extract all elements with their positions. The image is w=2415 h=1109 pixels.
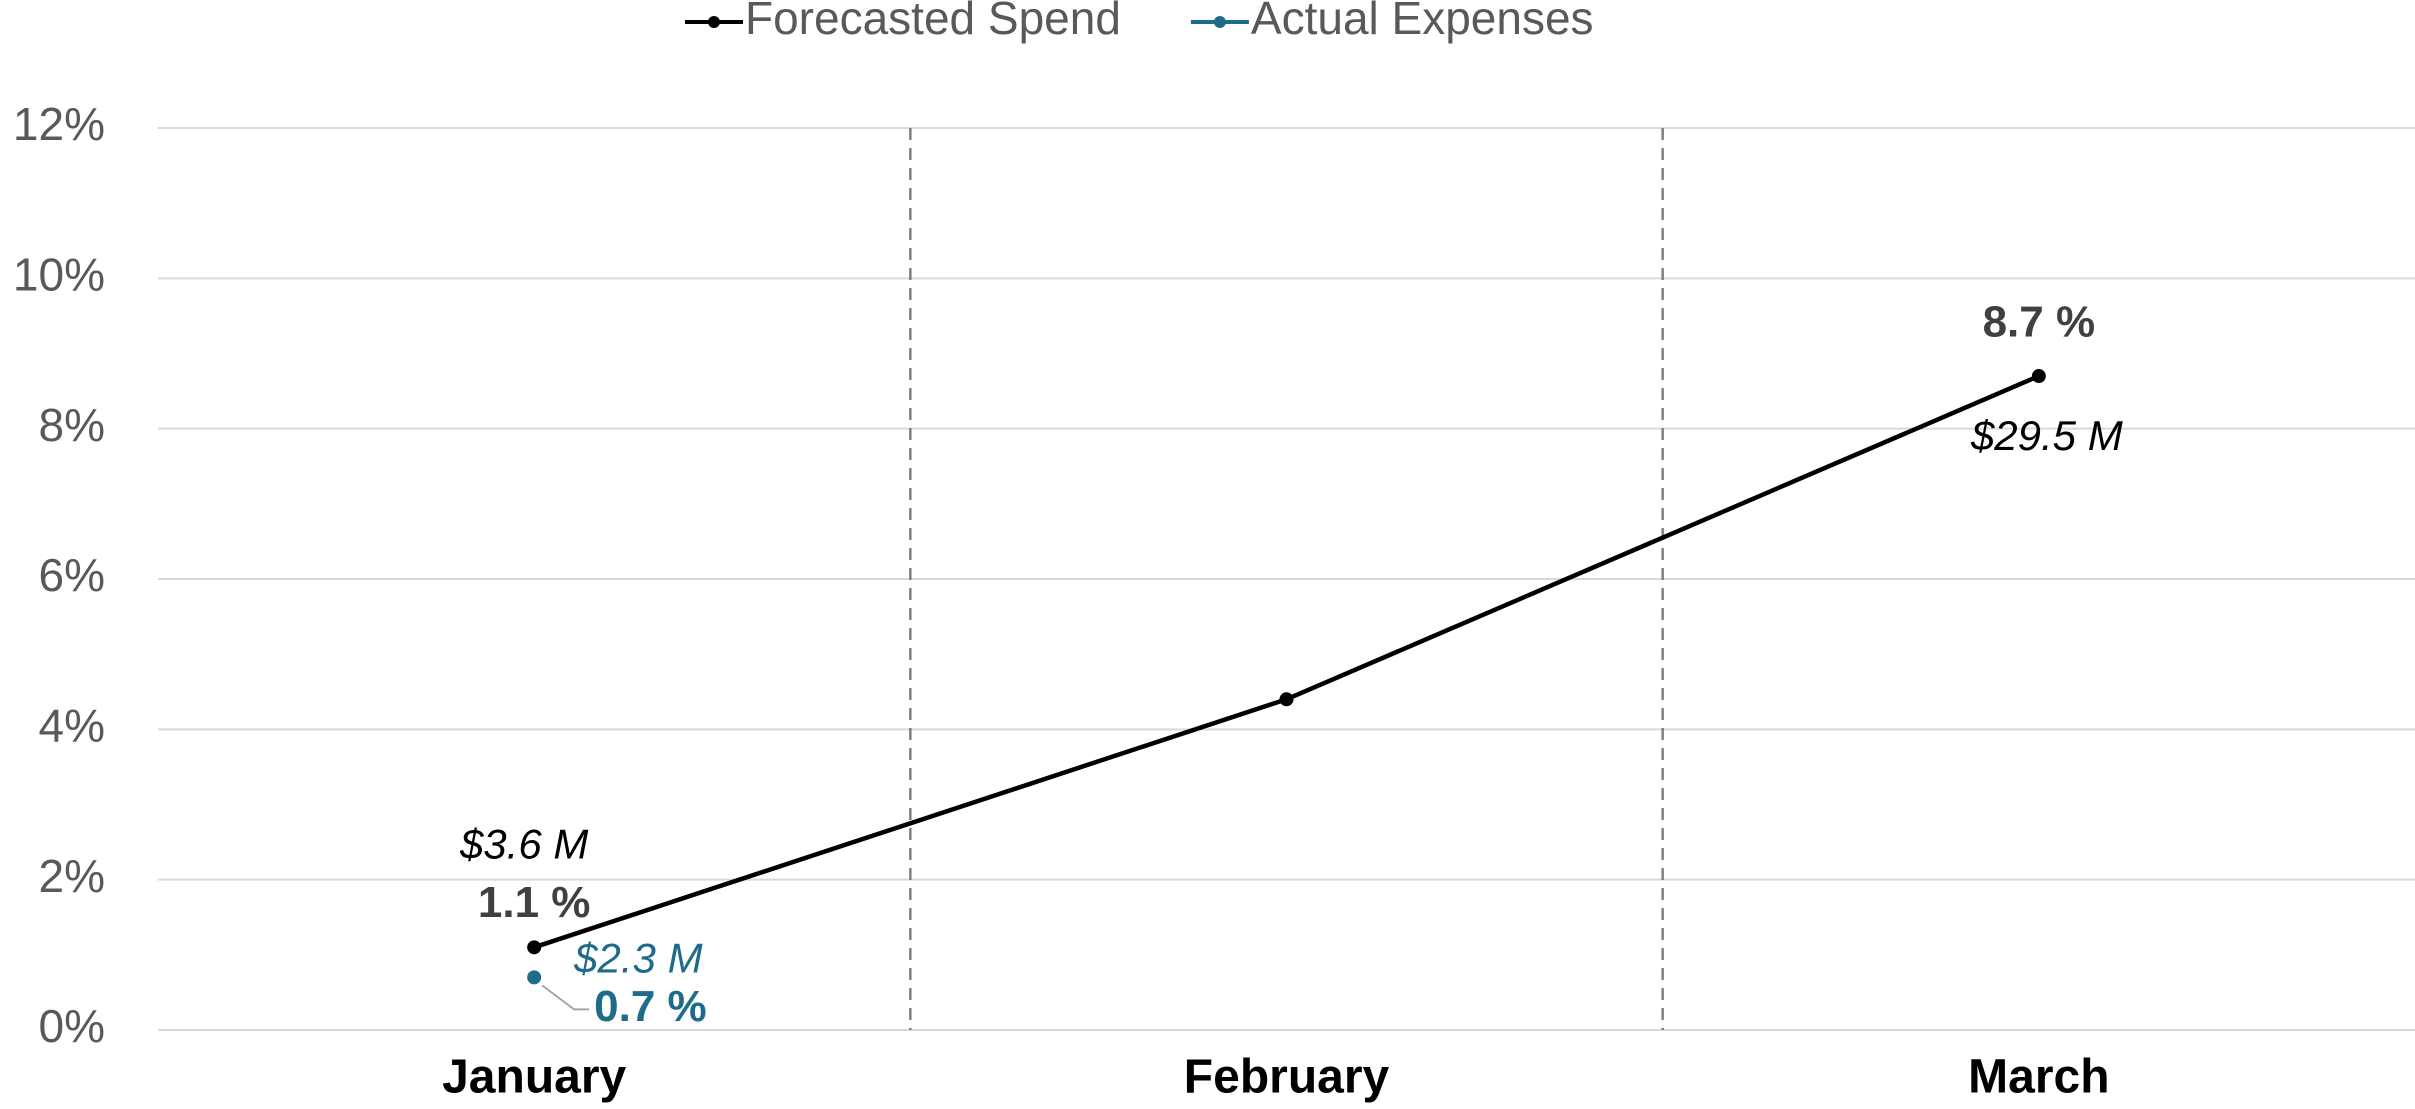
y-tick-label: 12% bbox=[13, 98, 105, 150]
series-line bbox=[533, 373, 2040, 950]
value-label: 1.1 % bbox=[478, 878, 591, 927]
amount-label: $3.6 M bbox=[459, 820, 588, 867]
y-tick-label: 2% bbox=[39, 850, 105, 902]
value-label: 0.7 % bbox=[594, 982, 707, 1031]
y-tick-label: 8% bbox=[39, 399, 105, 451]
point bbox=[527, 940, 542, 955]
y-tick-label: 6% bbox=[39, 549, 105, 601]
y-tick-label: 4% bbox=[39, 699, 105, 751]
point bbox=[527, 970, 542, 985]
value-label: 8.7 % bbox=[1983, 298, 2096, 347]
point bbox=[1279, 692, 1294, 707]
leader-line bbox=[541, 984, 590, 1011]
x-tick-label: January bbox=[442, 1051, 626, 1104]
legend-label: Actual Expenses bbox=[1251, 0, 1594, 44]
legend-marker bbox=[708, 16, 720, 28]
point bbox=[2031, 369, 2046, 384]
y-tick-label: 0% bbox=[39, 1000, 105, 1052]
x-tick-label: March bbox=[1968, 1051, 2109, 1104]
amount-label: $2.3 M bbox=[573, 934, 702, 981]
y-tick-label: 10% bbox=[13, 248, 105, 300]
amount-label: $29.5 M bbox=[1970, 412, 2123, 459]
x-tick-label: February bbox=[1184, 1051, 1390, 1104]
legend-marker bbox=[1213, 16, 1226, 28]
legend-label: Forecasted Spend bbox=[745, 0, 1121, 44]
